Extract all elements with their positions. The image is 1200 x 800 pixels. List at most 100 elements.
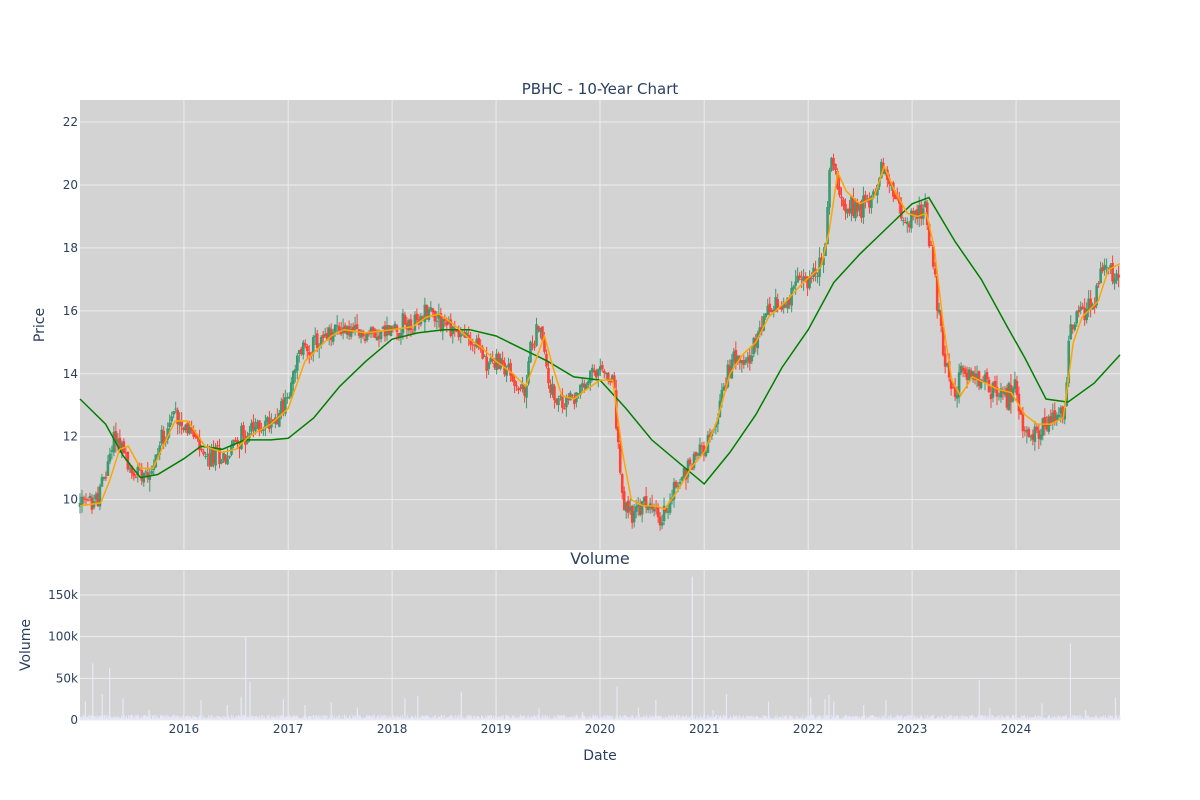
volume-bar (685, 715, 687, 720)
volume-bar (895, 714, 897, 720)
volume-bar (397, 717, 399, 720)
volume-bar (1067, 719, 1069, 720)
candle-body (762, 316, 766, 331)
volume-bar (1099, 717, 1101, 720)
volume-bar (147, 716, 149, 720)
volume-bar (757, 716, 759, 720)
volume-bar (228, 715, 230, 720)
volume-bar (815, 718, 817, 720)
volume-bar (260, 718, 262, 720)
volume-bar (817, 717, 818, 720)
candle-body (702, 445, 706, 455)
volume-bar (771, 718, 773, 720)
volume-bar (613, 719, 615, 720)
candle-body (208, 453, 211, 467)
volume-bar (710, 716, 712, 720)
volume-bar (162, 715, 163, 720)
volume-bar (217, 716, 219, 720)
volume-bar (786, 718, 788, 720)
volume-bar (331, 715, 333, 720)
volume-bar (523, 715, 525, 720)
volume-bar (183, 716, 185, 720)
volume-bar (473, 716, 475, 720)
candle-body (427, 309, 431, 320)
volume-bar (951, 715, 953, 720)
volume-bar (682, 715, 683, 720)
volume-bar (534, 714, 535, 720)
candle-body (397, 332, 401, 338)
volume-bar (703, 717, 705, 720)
volume-bar (1034, 717, 1035, 720)
volume-bar (155, 716, 157, 720)
volume-bar (966, 718, 968, 720)
volume-bar (489, 714, 491, 720)
volume-bar (145, 714, 146, 720)
candle-body (870, 195, 873, 209)
candle-body (551, 383, 554, 395)
candle-body (94, 494, 98, 500)
volume-bar (365, 716, 367, 720)
candle-body (114, 431, 118, 442)
volume-bar (847, 717, 849, 720)
volume-bar (95, 719, 97, 720)
candle-body (764, 313, 768, 318)
volume-bar (85, 716, 87, 720)
volume-bar (301, 718, 302, 720)
volume-bar (323, 715, 325, 720)
candle-body (501, 360, 504, 364)
volume-bar (995, 719, 997, 720)
candle-body (144, 471, 148, 473)
volume-bar (415, 715, 416, 720)
volume-bar (584, 716, 586, 720)
volume-bar (264, 716, 265, 720)
candle-body (594, 371, 598, 378)
volume-bar (608, 717, 610, 720)
volume-bar (118, 718, 120, 720)
volume-bar (997, 715, 999, 720)
volume-bar (758, 718, 760, 720)
volume-bar (985, 716, 987, 720)
volume-bar (952, 718, 954, 720)
candle-body (732, 351, 736, 362)
volume-bar (542, 715, 544, 720)
volume-bar (1059, 717, 1061, 720)
volume-bar (998, 715, 1000, 720)
volume-bar (327, 715, 329, 720)
candle-body (1113, 279, 1116, 284)
volume-bar (1044, 719, 1046, 720)
volume-bar (100, 715, 102, 720)
volume-bar (633, 715, 635, 720)
candle-body (473, 344, 476, 346)
candle-body (589, 370, 592, 383)
volume-bar (514, 717, 516, 720)
volume-bar (896, 715, 898, 720)
volume-bar (102, 718, 104, 720)
volume-bar (454, 716, 456, 720)
volume-bar (514, 718, 515, 720)
volume-bar (780, 717, 781, 720)
volume-bar (400, 718, 402, 720)
candle-body (698, 444, 702, 457)
candle-body (128, 468, 132, 470)
candle-body (632, 511, 636, 523)
volume-bar (930, 716, 932, 720)
volume-bar (987, 715, 989, 720)
volume-bar (386, 717, 387, 720)
candle-body (365, 333, 369, 340)
volume-bar (980, 715, 982, 720)
candle-body (303, 343, 307, 346)
volume-bar (943, 718, 944, 720)
volume-bar (1068, 717, 1070, 720)
volume-bar (659, 716, 661, 720)
candle-body (1007, 383, 1011, 410)
volume-bar (215, 719, 216, 720)
volume-bar (511, 717, 513, 720)
candle-body (423, 304, 427, 323)
volume-bar (996, 717, 997, 720)
volume-bar (474, 719, 476, 720)
volume-bar (82, 719, 84, 720)
volume-bar (473, 716, 474, 720)
volume-bar (642, 716, 644, 720)
volume-bar (437, 716, 439, 720)
candle-body (828, 170, 831, 208)
